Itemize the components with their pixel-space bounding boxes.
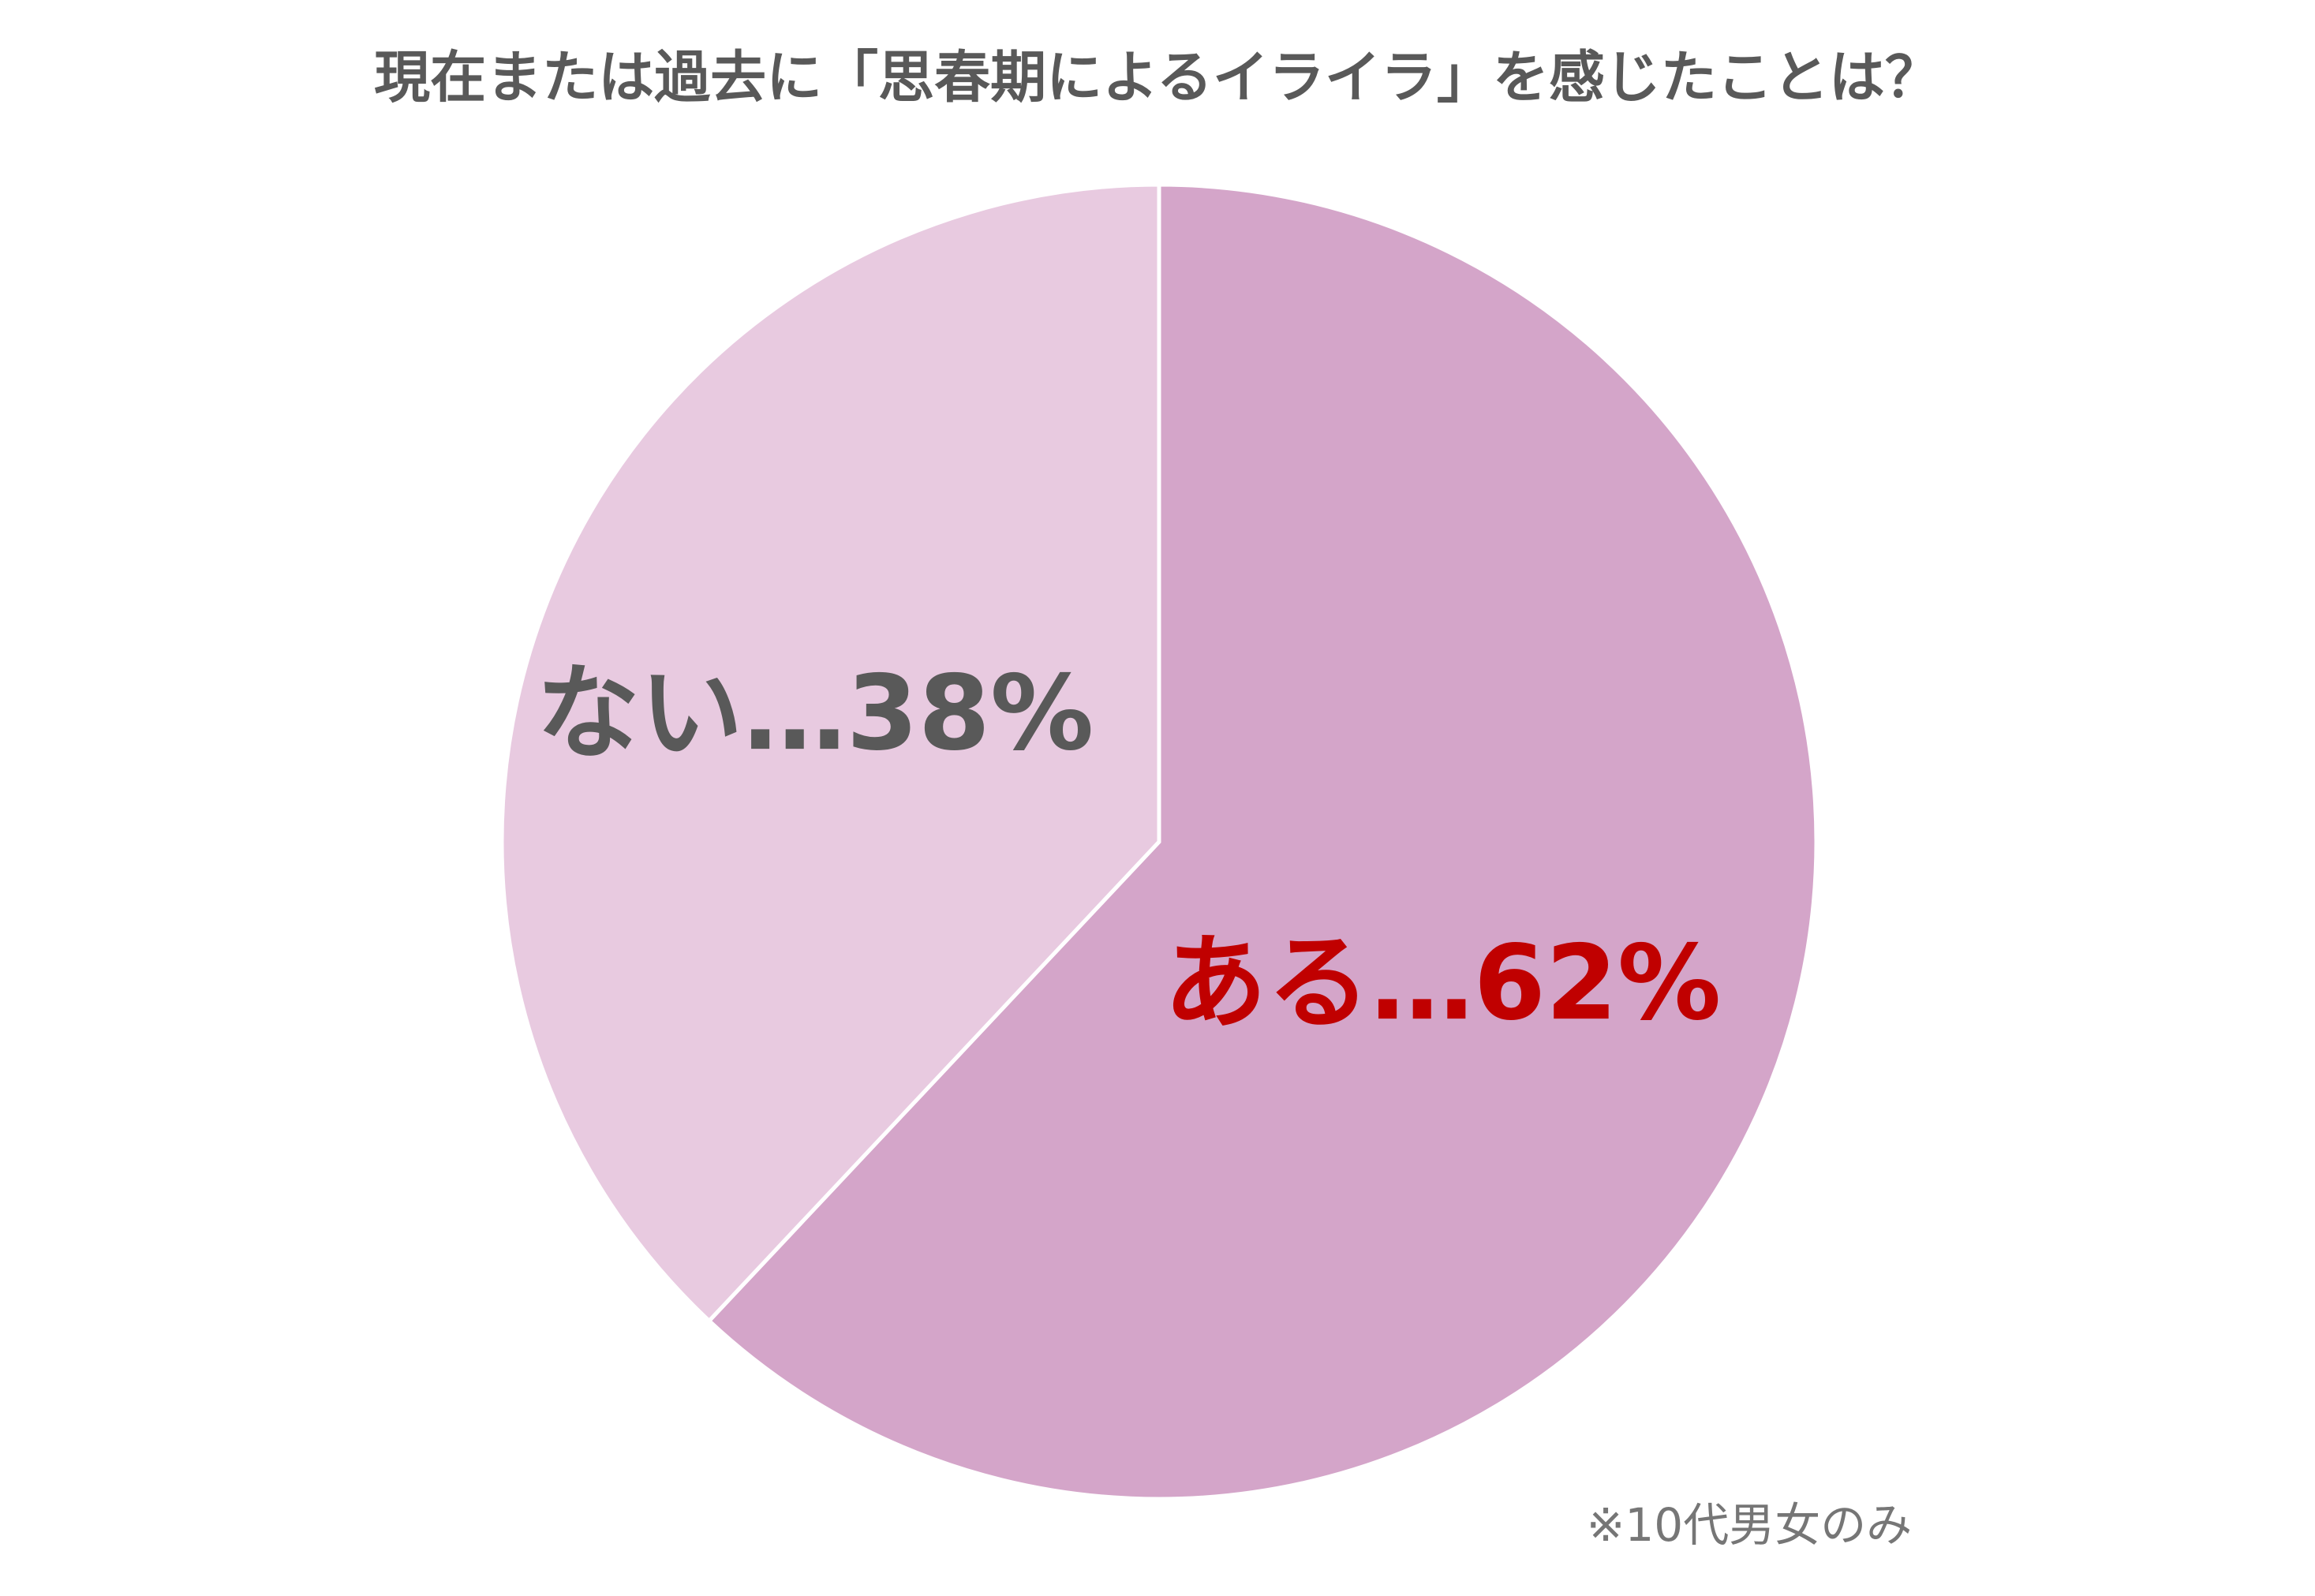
pie-slice [706, 182, 1819, 1501]
slice-label: ある…62% [1164, 922, 1722, 1043]
chart-title: 現在または過去に「思春期によるイライラ」を感じたことは？ [374, 45, 1941, 110]
pie-slice [499, 182, 1161, 1324]
pie [499, 182, 1819, 1501]
footnote: ※10代男女のみ [1587, 1498, 1912, 1552]
slice-label: ない…38% [537, 652, 1094, 773]
